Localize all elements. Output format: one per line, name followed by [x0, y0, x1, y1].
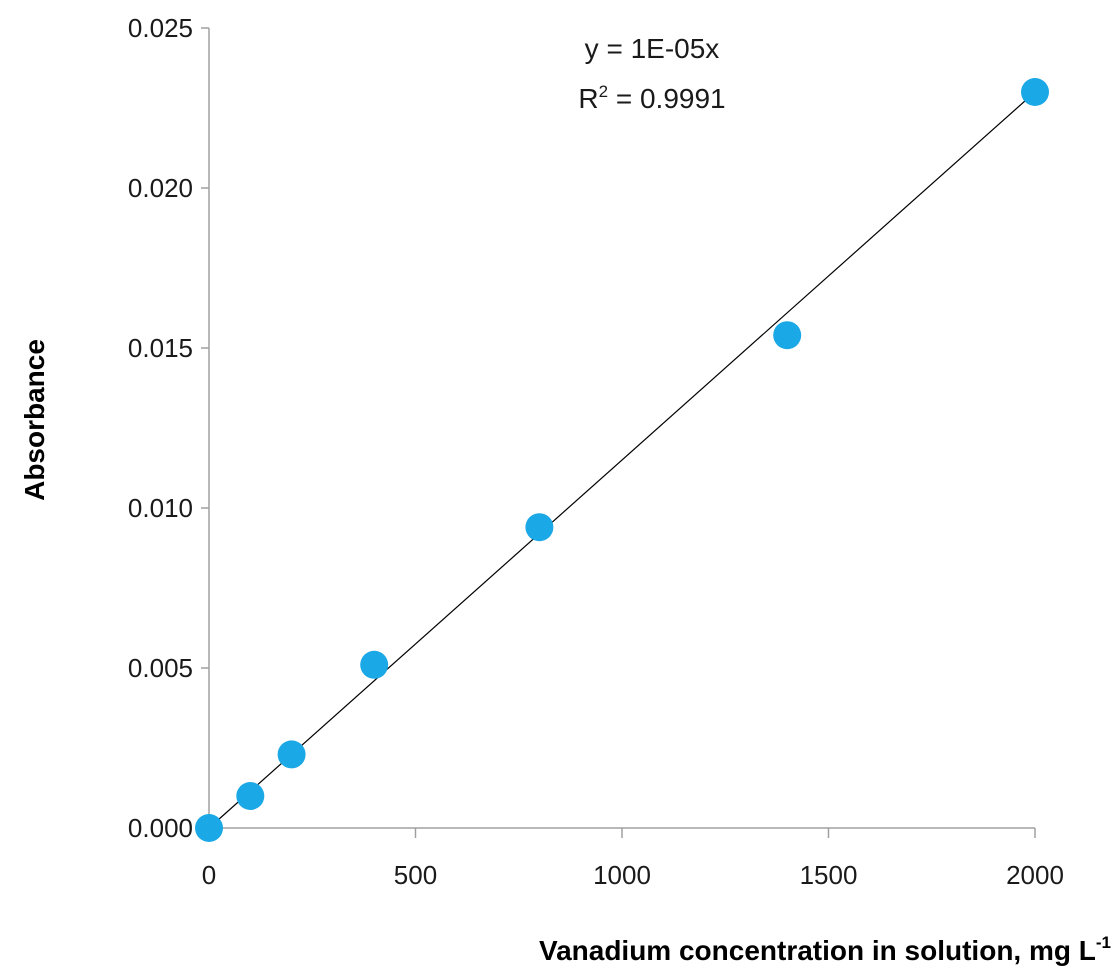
y-ticks: 0.000 0.005 0.010 0.015 0.020 0.025 — [128, 13, 209, 843]
x-tick-label: 500 — [394, 860, 437, 890]
x-tick-label: 0 — [202, 860, 216, 890]
x-tick-label: 1000 — [593, 860, 651, 890]
trendline-equation: y = 1E-05x — [585, 33, 720, 64]
y-tick-label: 0.015 — [128, 333, 193, 363]
trendline — [208, 91, 1036, 829]
axes — [208, 28, 1035, 829]
y-tick-label: 0.000 — [128, 813, 193, 843]
x-tick-label: 2000 — [1006, 860, 1064, 890]
data-point — [773, 321, 802, 350]
x-ticks: 0 500 1000 1500 2000 — [202, 828, 1064, 890]
r-squared-label: R2 = 0.9991 — [578, 82, 725, 114]
x-axis-title: Vanadium concentration in solution, mg L… — [539, 933, 1111, 966]
x-tick-label: 1500 — [800, 860, 858, 890]
y-axis-title: Absorbance — [19, 339, 50, 501]
r-squared-exponent: 2 — [599, 82, 608, 101]
r-squared-value: = 0.9991 — [608, 83, 726, 114]
data-point — [195, 814, 223, 842]
data-points — [195, 78, 1049, 842]
y-tick-label: 0.010 — [128, 493, 193, 523]
data-point — [277, 740, 306, 769]
x-axis-title-superscript: -1 — [1096, 933, 1111, 952]
data-point — [525, 513, 554, 542]
r-squared-prefix: R — [578, 83, 598, 114]
trendline-group — [208, 91, 1036, 829]
y-tick-label: 0.005 — [128, 653, 193, 683]
y-tick-label: 0.025 — [128, 13, 193, 43]
y-tick-label: 0.020 — [128, 173, 193, 203]
data-point — [360, 650, 389, 679]
data-point — [236, 782, 265, 810]
x-axis-title-main: Vanadium concentration in solution, mg L — [539, 935, 1096, 966]
data-point — [1021, 78, 1049, 106]
